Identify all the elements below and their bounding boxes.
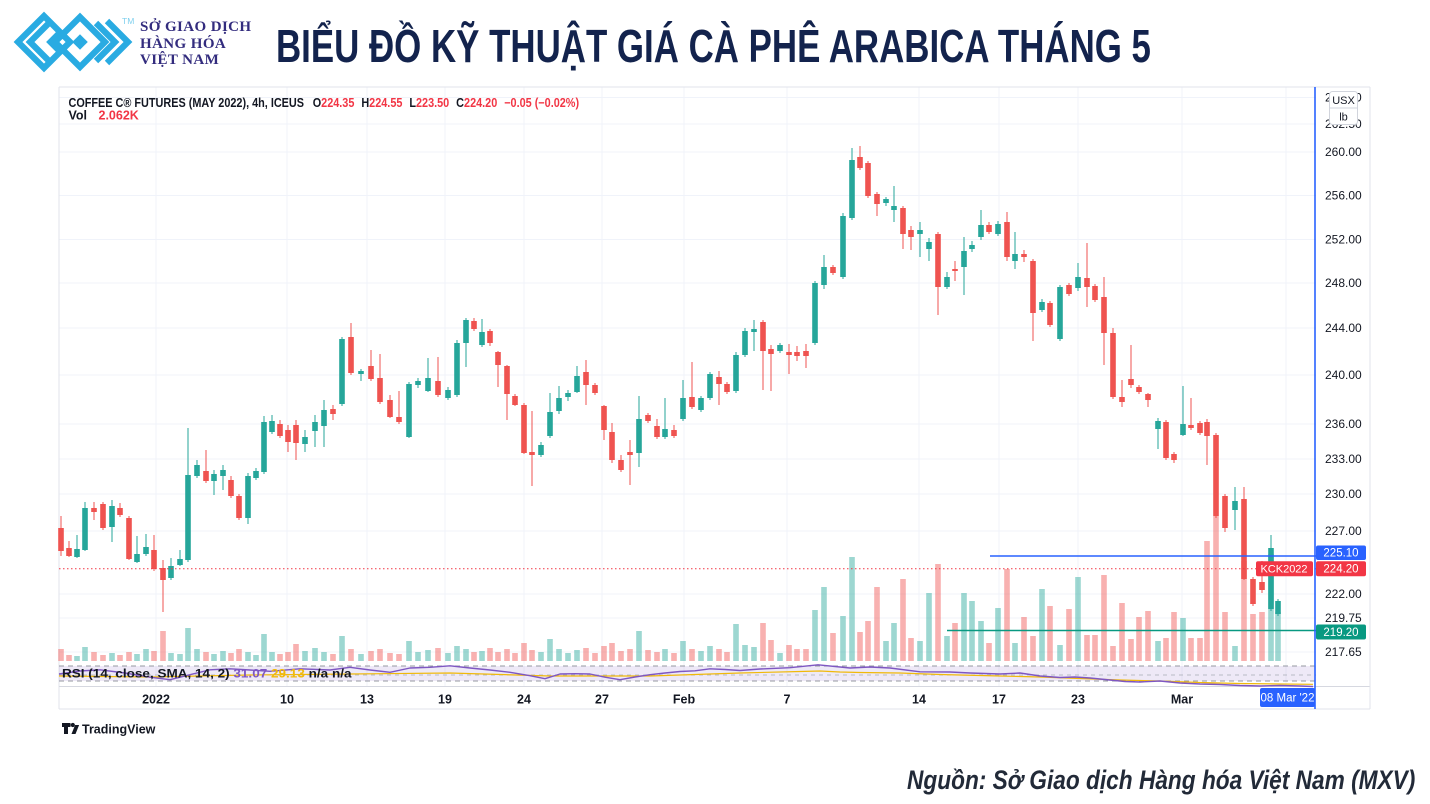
svg-text:23: 23: [1071, 693, 1085, 707]
svg-text:Vol 2.062K: Vol 2.062K: [69, 109, 139, 123]
svg-text:KCK2022: KCK2022: [1260, 564, 1307, 576]
svg-text:230.00: 230.00: [1325, 487, 1362, 501]
svg-text:13: 13: [360, 693, 374, 707]
svg-text:TradingView: TradingView: [82, 723, 156, 737]
svg-text:14: 14: [912, 693, 926, 707]
svg-text:260.00: 260.00: [1325, 145, 1362, 159]
svg-text:233.00: 233.00: [1325, 452, 1362, 466]
svg-text:24: 24: [517, 693, 531, 707]
svg-text:10: 10: [280, 693, 294, 707]
svg-text:236.00: 236.00: [1325, 417, 1362, 431]
svg-text:Mar: Mar: [1171, 693, 1193, 707]
svg-text:219.20: 219.20: [1323, 627, 1358, 639]
svg-text:248.00: 248.00: [1325, 276, 1362, 290]
svg-text:252.00: 252.00: [1325, 233, 1362, 247]
svg-text:08 Mar '22: 08 Mar '22: [1261, 693, 1315, 705]
svg-text:240.00: 240.00: [1325, 368, 1362, 382]
svg-text:19: 19: [438, 693, 452, 707]
svg-text:219.75: 219.75: [1325, 611, 1362, 625]
svg-text:RSI (14, close, SMA, 14, 2) 31: RSI (14, close, SMA, 14, 2) 31.07 29.13 …: [62, 666, 352, 680]
svg-text:244.00: 244.00: [1325, 321, 1362, 335]
svg-text:27: 27: [595, 693, 609, 707]
svg-text:2022: 2022: [142, 693, 170, 707]
svg-text:224.20: 224.20: [1323, 564, 1358, 576]
svg-text:227.00: 227.00: [1325, 524, 1362, 538]
svg-text:222.00: 222.00: [1325, 587, 1362, 601]
svg-text:225.10: 225.10: [1323, 548, 1358, 560]
svg-text:7: 7: [784, 693, 791, 707]
svg-text:256.00: 256.00: [1325, 189, 1362, 203]
svg-text:COFFEE C® FUTURES (MAY 2022),: COFFEE C® FUTURES (MAY 2022), 4h, ICEUS O…: [69, 96, 580, 110]
svg-text:lb: lb: [1339, 112, 1348, 124]
svg-text:217.65: 217.65: [1325, 645, 1362, 659]
svg-text:17: 17: [992, 693, 1006, 707]
svg-text:Feb: Feb: [673, 693, 696, 707]
svg-text:TM: TM: [122, 16, 134, 26]
svg-text:USX: USX: [1332, 95, 1355, 107]
